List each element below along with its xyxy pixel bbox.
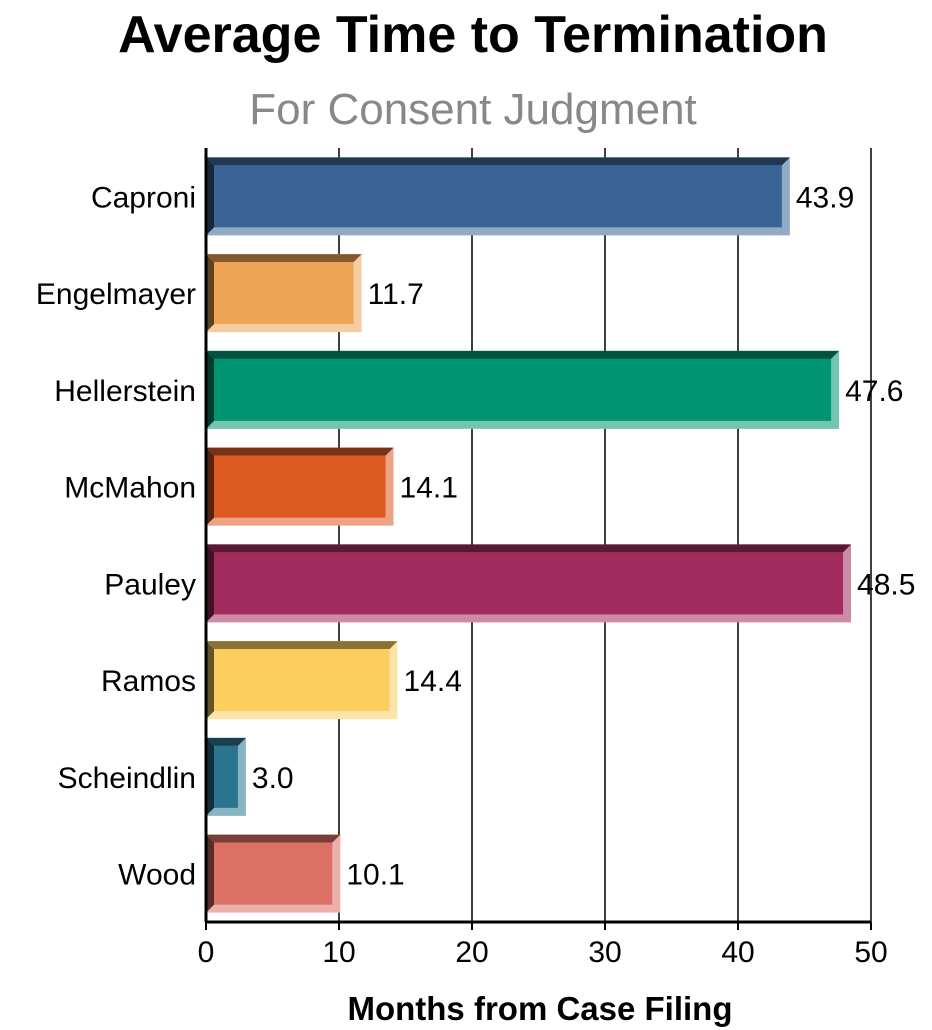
x-tick-label-0: 0: [198, 936, 215, 969]
x-tick-label-50: 50: [854, 936, 887, 969]
value-label-ramos: 14.4: [404, 665, 462, 698]
bar-left-bevel: [206, 641, 214, 720]
bar-face: [214, 358, 832, 421]
bar-face: [214, 165, 782, 228]
bar-left-bevel: [206, 737, 214, 816]
x-axis-title: Months from Case Filing: [347, 990, 732, 1027]
category-label-hellerstein: Hellerstein: [54, 375, 196, 408]
bar-left-bevel: [206, 254, 214, 333]
bar-face: [214, 842, 333, 905]
bar-caproni: [206, 157, 790, 236]
bar-engelmayer: [206, 254, 362, 333]
chart-subtitle: For Consent Judgment: [249, 85, 697, 134]
x-tick-label-10: 10: [322, 936, 355, 969]
bar-face: [214, 262, 354, 325]
bar-top-bevel: [206, 544, 852, 553]
bar-face: [214, 552, 844, 615]
axes: [204, 148, 872, 930]
category-label-wood: Wood: [118, 859, 196, 892]
category-label-scheindlin: Scheindlin: [58, 762, 196, 795]
bar-face: [214, 745, 238, 808]
value-label-pauley: 48.5: [857, 568, 915, 601]
bar-left-bevel: [206, 447, 214, 526]
bar-top-bevel: [206, 641, 398, 650]
value-label-scheindlin: 3.0: [252, 762, 294, 795]
grid-lines: [338, 148, 872, 922]
bar-left-bevel: [206, 834, 214, 913]
value-label-wood: 10.1: [346, 859, 404, 892]
bar-left-bevel: [206, 350, 214, 429]
category-label-ramos: Ramos: [101, 665, 196, 698]
bar-top-bevel: [206, 254, 362, 263]
bar-pauley: [206, 544, 852, 623]
bar-top-bevel: [206, 447, 394, 456]
category-label-mcmahon: McMahon: [64, 472, 196, 505]
bar-scheindlin: [206, 737, 246, 816]
category-label-pauley: Pauley: [104, 568, 196, 601]
bar-top-bevel: [206, 350, 840, 359]
value-label-caproni: 43.9: [796, 181, 854, 214]
bar-wood: [206, 834, 341, 913]
value-label-mcmahon: 14.1: [400, 472, 458, 505]
bar-face: [214, 649, 390, 712]
x-tick-label-20: 20: [455, 936, 488, 969]
value-label-engelmayer: 11.7: [368, 278, 424, 311]
x-tick-label-40: 40: [721, 936, 754, 969]
bar-hellerstein: [206, 350, 840, 429]
bar-top-bevel: [206, 834, 341, 843]
category-label-engelmayer: Engelmayer: [36, 278, 196, 311]
bar-left-bevel: [206, 544, 214, 623]
bar-top-bevel: [206, 737, 246, 746]
bar-top-bevel: [206, 157, 790, 166]
bars-group: [206, 157, 852, 913]
bar-left-bevel: [206, 157, 214, 236]
chart-title: Average Time to Termination: [118, 6, 828, 64]
category-label-caproni: Caproni: [91, 181, 196, 214]
value-label-hellerstein: 47.6: [845, 375, 903, 408]
bar-face: [214, 455, 386, 518]
bar-ramos: [206, 641, 398, 720]
labels-group: 43.9 Caproni 11.7 Engelmayer 47.6 Hellerstein…: [36, 181, 916, 969]
x-tick-label-30: 30: [588, 936, 621, 969]
bar-mcmahon: [206, 447, 394, 526]
